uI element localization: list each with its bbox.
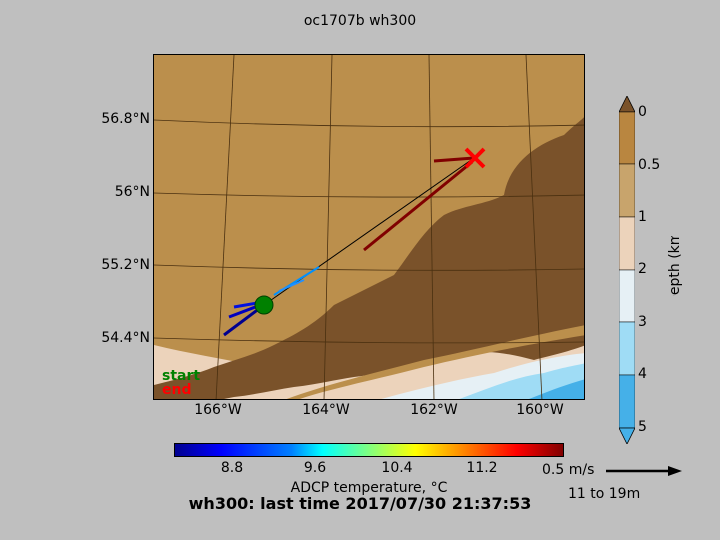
depth-axis-label: Depth (km) — [667, 236, 683, 296]
depth-tick: 2 — [638, 261, 647, 277]
velocity-arrows — [223, 156, 475, 337]
map-canvas — [154, 55, 584, 399]
temperature-tick: 8.8 — [220, 460, 244, 476]
start-marker — [254, 295, 274, 315]
depth-tick: 0.5 — [638, 157, 661, 173]
temperature-tick: 10.4 — [381, 460, 413, 476]
depth-tick: 4 — [638, 366, 647, 382]
map-panel[interactable]: start end — [153, 54, 585, 400]
deepest-zone — [529, 379, 584, 399]
graticule — [154, 55, 584, 399]
depth-tick: 1 — [638, 209, 647, 225]
lon-label: 160°W — [516, 402, 564, 418]
temperature-axis-label: ADCP temperature, °C — [290, 480, 448, 496]
plot-title: oc1707b wh300 — [303, 13, 417, 29]
lon-label: 166°W — [194, 402, 242, 418]
depth-colorbar — [619, 96, 635, 444]
svg-text:Depth (km): Depth (km) — [667, 236, 683, 296]
lat-label: 56°N — [114, 184, 150, 200]
lon-label: 164°W — [302, 402, 350, 418]
land-mass — [154, 117, 584, 399]
lat-label: 55.2°N — [101, 257, 150, 273]
lon-label: 162°W — [410, 402, 458, 418]
depth-tick: 0 — [638, 104, 647, 120]
temperature-colorbar — [174, 443, 564, 457]
temperature-tick: 11.2 — [466, 460, 498, 476]
south-shelf — [286, 325, 584, 399]
depth-tick: 3 — [638, 314, 647, 330]
temperature-tick: 9.6 — [303, 460, 327, 476]
scale-label: 0.5 m/s — [542, 462, 595, 478]
lat-label: 56.8°N — [101, 111, 150, 127]
legend-start: start — [162, 368, 201, 384]
end-marker — [464, 147, 486, 169]
lat-label: 54.4°N — [101, 330, 150, 346]
legend-end: end — [162, 382, 192, 398]
status-line: wh300: last time 2017/07/30 21:37:53 — [188, 494, 532, 513]
scale-arrow-icon — [606, 466, 682, 476]
depth-range-label: 11 to 19m — [568, 486, 641, 502]
depth-tick: 5 — [638, 419, 647, 435]
